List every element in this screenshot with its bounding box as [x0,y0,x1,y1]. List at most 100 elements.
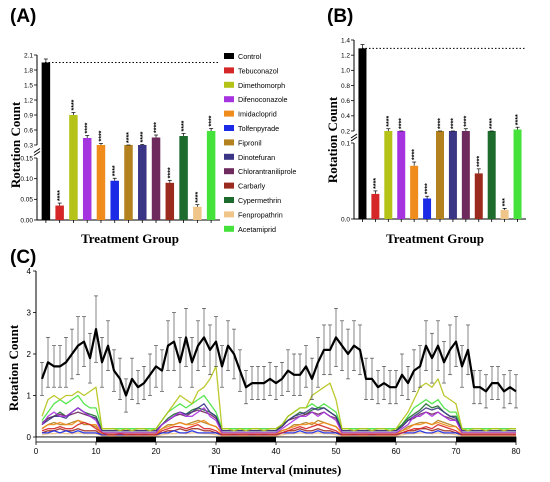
legend-swatch [224,53,234,59]
panel-b-y-tick-label: 0.4 [341,113,350,120]
panel-b-bar [474,173,483,219]
panel-a-y-tick-label: 0.00 [20,217,33,224]
panel-a-bar [41,62,51,220]
panel-b-bar [461,131,470,219]
panel-b-significance-label: **** [450,118,457,129]
panel-b-significance-label: **** [438,118,445,129]
panel-a-significance-label: **** [140,131,147,142]
panel-c-y-tick-label: 2 [27,350,32,359]
legend: Control Tebuconazol Dimethomorph Difenocona… [224,52,296,234]
panel-c-y-tick-label: 0 [27,433,32,442]
panel-c-y-tick-label: 3 [27,309,32,318]
panel-b-y-tick-label: 0.2 [341,128,350,135]
panel-a-significance-label: **** [57,190,64,201]
legend-swatch [224,139,234,146]
panel-b-ylabel: Rotation Count [325,96,340,183]
panel-a-bar [165,182,175,220]
panel-a-y-tick-label: 1.8 [24,67,33,74]
legend-label: Fipronil [238,138,262,147]
panel-a-significance-label: **** [112,165,119,176]
panel-a-plot: 0.00 0.05 0.10 0.15 0.3 0.6 0.9 1.2 1.5 1.8 2.1 ***… [20,52,220,224]
panel-b-bar [436,131,444,219]
panel-a-bar [179,136,188,220]
legend-label: Chlorantraniliprole [238,167,296,176]
panel-c-x-tick-label: 20 [152,447,161,456]
panel-a-ylabel: Rotation Count [8,101,23,188]
legend-swatch [224,225,234,232]
legend-swatch [224,182,234,189]
legend-label: Fenpropathrin [238,210,283,219]
legend-label: Dimethomorph [238,81,285,90]
panel-a-xlabel: Treatment Group [81,231,179,246]
panel-a-bar [110,180,119,220]
panel-b-significance-label: **** [425,183,432,194]
panel-a-y-tick-label: 1.2 [24,97,33,104]
legend-label: Tebuconazol [238,66,279,75]
legend-label: Tolfenpyrade [238,124,279,133]
panel-b-significance-label: *** [502,198,509,206]
panel-a-significance-label: **** [209,115,216,126]
panel-b-y-tick-label: 1.2 [341,52,350,59]
panel-b-axis-break-mark [350,136,358,142]
panel-c-dark-interval [216,437,276,442]
legend-label: Imidacloprid [238,110,277,119]
panel-a-y-tick-label: 0.9 [24,112,33,119]
panel-b-significance-label: **** [463,116,470,127]
panel-b-bar [371,193,380,219]
panel-b-significance-label: **** [515,114,522,125]
legend-label: Difenoconazole [238,95,288,104]
panel-c-dark-interval [336,437,396,442]
panel-b-significance-label: **** [386,116,393,127]
panel-c-y-tick-label: 4 [27,267,32,276]
panel-a-significance-label: **** [126,132,133,143]
legend-label: Acetamiprid [238,225,276,234]
panel-c-letter: (C) [10,247,36,268]
panel-a-axis-break-mark [33,148,41,153]
panel-b-axis-break-mark [350,133,358,139]
panel-c-x-tick-label: 80 [512,447,521,456]
panel-a-y-tick-label: 0.6 [24,127,33,134]
panel-b-significance-label: **** [476,156,483,167]
panel-b-significance-label: **** [489,118,496,129]
panel-c-series-line [41,421,516,436]
panel-a-significance-label: **** [85,122,92,133]
panel-c-x-tick-label: 30 [212,447,221,456]
panel-a-axis-break-mark [33,151,41,156]
panel-b-bar [384,131,393,219]
panel-b-y-tick-label: 1.4 [341,37,350,44]
panel-c-x-tick-label: 10 [92,447,101,456]
panel-a-bar [96,145,106,220]
panel-b-plot: 0.00.10.20.40.60.81.01.21.4******** *****… [341,37,526,223]
panel-b-y-tick-label: 0.6 [341,98,350,105]
panel-a-y-tick-label: 0.05 [20,197,33,204]
panel-a-significance-label: **** [71,99,78,110]
panel-b-bar [410,165,419,219]
legend-swatch [224,211,234,218]
panel-b-bar [358,48,367,219]
legend-swatch [224,153,234,160]
panel-c-x-tick-label: 70 [452,447,461,456]
panel-a-bar [151,137,161,220]
legend-label: Control [238,52,262,61]
panel-c-xlabel: Time Interval (minutes) [209,462,342,477]
panel-a-y-tick-label: 0.15 [20,155,33,162]
legend-swatch [224,96,234,103]
panel-c-x-tick-label: 60 [392,447,401,456]
panel-a-significance-label: **** [195,192,202,203]
panel-a-significance-label: **** [181,120,188,131]
panel-c-dark-interval [456,437,516,442]
panel-c-x-tick-label: 0 [34,447,39,456]
legend-label: Carbarly [238,182,266,191]
panel-a-bar [206,131,216,220]
panel-b-bar [487,131,496,219]
panel-b-significance-label: **** [399,118,406,129]
legend-swatch [224,67,234,74]
panel-b-letter: (B) [327,6,353,27]
panel-a-significance-label: **** [154,122,161,133]
legend-label: Dinotefuran [238,153,275,162]
legend-label: Cypermethrin [238,196,281,205]
panel-b-y-tick-label: 0.8 [341,83,350,90]
legend-swatch [224,110,234,117]
panel-a-bar [69,115,78,220]
